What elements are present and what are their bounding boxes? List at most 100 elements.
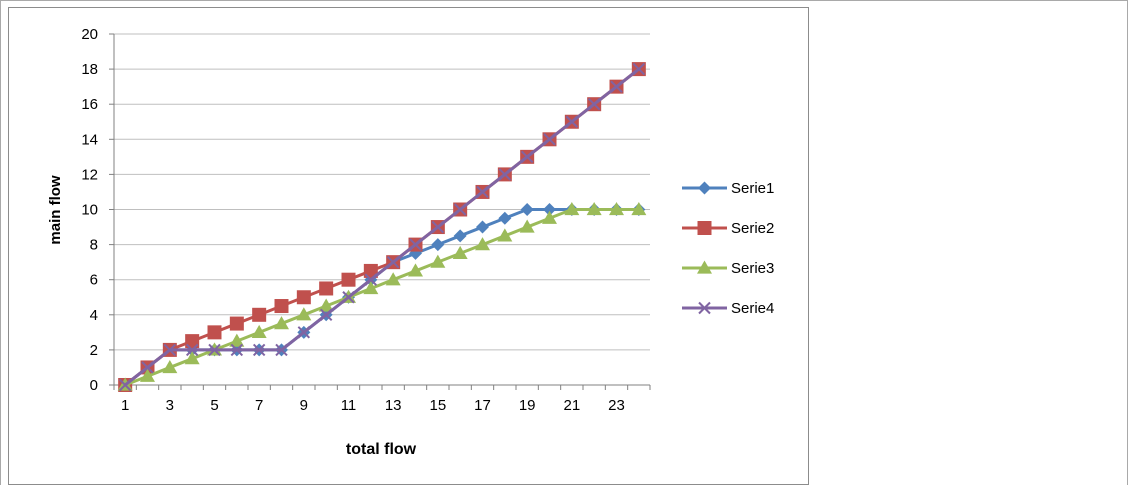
x-tick-label: 1 <box>121 397 129 414</box>
marker-stroke <box>543 133 556 146</box>
data-point-serie4 <box>342 291 355 304</box>
series-line-serie2 <box>124 67 640 387</box>
data-point-serie2 <box>341 272 356 287</box>
legend-item-serie4: Serie4 <box>682 300 774 317</box>
data-point-serie3 <box>631 202 647 216</box>
x-tick-label: 21 <box>563 397 580 414</box>
marker-stroke <box>632 62 646 76</box>
x-tick-label: 23 <box>608 397 625 414</box>
data-point-serie3 <box>586 202 602 216</box>
data-point-serie2 <box>207 325 222 340</box>
y-tick-label: 12 <box>81 166 98 183</box>
x-tick-label: 17 <box>474 397 491 414</box>
data-point-serie4 <box>520 150 534 164</box>
series-serie2 <box>118 62 646 392</box>
series-serie3 <box>117 202 647 391</box>
marker-stroke <box>185 343 199 357</box>
x-tick-labels: 1 3 5 7 9 11 13 15 17 19 21 23 <box>121 397 625 414</box>
data-point-serie3 <box>609 202 624 216</box>
y-tick-label: 2 <box>90 342 98 359</box>
data-point-serie2 <box>252 307 267 322</box>
data-point-serie4 <box>275 343 288 357</box>
data-point-serie4 <box>163 343 177 357</box>
data-point-serie3 <box>229 333 245 347</box>
data-point-serie1 <box>453 229 467 243</box>
marker-stroke <box>252 343 266 357</box>
y-tick-label: 0 <box>90 377 98 394</box>
marker-stroke <box>587 97 601 111</box>
data-point-serie4 <box>476 185 489 199</box>
data-point-serie3 <box>363 280 379 295</box>
legend-marker-serie4 <box>698 301 711 315</box>
x-tick-label: 11 <box>341 397 357 414</box>
y-axis-label: main flow <box>47 175 64 245</box>
y-tick-label: 14 <box>81 131 98 148</box>
data-point-serie4 <box>632 62 646 76</box>
data-point-serie4 <box>386 255 400 269</box>
data-point-serie3 <box>519 219 535 233</box>
series-serie4 <box>118 62 646 392</box>
legend-item-serie3: Serie3 <box>682 260 774 277</box>
data-point-serie2 <box>185 334 200 349</box>
data-point-serie1 <box>476 220 489 234</box>
legend-item-serie1: Serie1 <box>682 180 774 197</box>
legend-marker-serie3 <box>697 260 712 274</box>
data-point-serie1 <box>520 203 534 216</box>
marker-stroke <box>319 308 333 322</box>
legend-marker-serie1 <box>698 181 711 195</box>
data-point-serie3 <box>318 298 334 312</box>
y-tick-label: 10 <box>81 202 98 219</box>
x-tick-label: 5 <box>210 397 218 414</box>
data-point-serie4 <box>431 220 445 234</box>
marker-stroke <box>364 273 378 286</box>
axes <box>109 33 651 390</box>
x-tick-label: 13 <box>385 397 402 414</box>
data-point-serie2 <box>229 316 244 331</box>
data-point-serie2 <box>363 263 378 278</box>
series-line-serie1 <box>124 208 639 387</box>
y-tick-label: 18 <box>81 61 98 78</box>
marker-stroke <box>453 203 467 216</box>
marker-stroke <box>141 361 154 374</box>
data-point-serie3 <box>497 228 513 242</box>
x-tick-label: 19 <box>519 397 536 414</box>
legend-label-serie1: Serie1 <box>731 180 774 197</box>
data-point-serie4 <box>230 343 244 357</box>
data-point-serie3 <box>408 263 423 277</box>
series-group <box>117 62 647 392</box>
data-point-serie4 <box>409 238 422 251</box>
data-point-serie3 <box>475 237 490 251</box>
marker-stroke <box>275 343 288 357</box>
marker-stroke <box>342 291 355 304</box>
marker-stroke <box>610 80 623 93</box>
y-tick-label: 4 <box>90 307 98 324</box>
marker-stroke <box>498 168 512 181</box>
marker-stroke <box>297 326 311 339</box>
legend: Serie1 Serie2 Serie3 Serie4 <box>682 180 774 317</box>
y-tick-labels: 0 2 4 6 8 10 12 14 16 18 20 <box>81 26 98 394</box>
x-tick-label: 3 <box>166 397 174 414</box>
data-point-serie4 <box>141 361 154 374</box>
data-point-serie2 <box>296 290 311 305</box>
y-tick-label: 20 <box>81 26 98 43</box>
marker-stroke <box>230 343 244 357</box>
marker-stroke <box>118 378 132 392</box>
data-point-serie3 <box>452 245 468 259</box>
data-point-serie3 <box>385 272 401 286</box>
marker-stroke <box>163 343 177 357</box>
legend-marker-serie2 <box>697 221 712 235</box>
marker-stroke <box>520 150 534 164</box>
data-point-serie4 <box>364 273 378 286</box>
x-tick-label: 15 <box>429 397 446 414</box>
data-point-serie3 <box>184 351 200 365</box>
series-line-serie3 <box>124 208 639 387</box>
legend-label-serie2: Serie2 <box>731 220 774 237</box>
legend-label-serie4: Serie4 <box>731 300 774 317</box>
data-point-serie4 <box>543 133 556 146</box>
data-point-serie1 <box>498 211 512 225</box>
data-point-serie4 <box>297 326 311 339</box>
y-tick-label: 8 <box>90 237 98 254</box>
data-point-serie4 <box>208 343 221 357</box>
